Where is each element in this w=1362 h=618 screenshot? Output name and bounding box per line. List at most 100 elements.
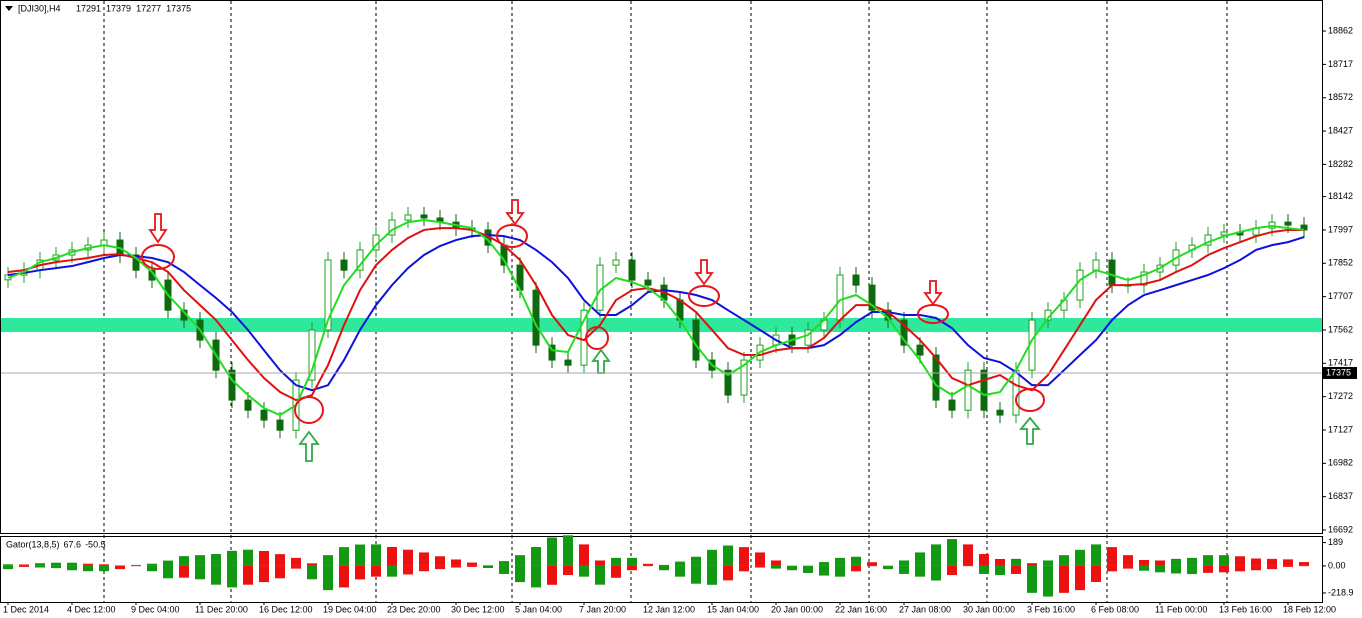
circle-marker: [585, 326, 609, 350]
gator-bar: [419, 565, 429, 572]
indicator-line: [7, 219, 1305, 417]
gator-bar: [1027, 563, 1037, 566]
gator-bar: [819, 565, 829, 576]
up-arrow: [298, 430, 320, 462]
gator-bar: [243, 565, 253, 585]
x-tick-label: 1 Dec 2014: [3, 604, 49, 614]
gator-bar: [259, 550, 269, 566]
gator-bar: [467, 562, 477, 566]
candle-body: [532, 289, 540, 346]
gator-bar: [1043, 560, 1053, 566]
gator-bar: [451, 565, 461, 568]
gator-bar: [323, 565, 333, 591]
gator-bar: [115, 565, 125, 570]
header-value: 17379: [106, 3, 131, 13]
gator-bar: [179, 565, 189, 578]
gator-bar: [835, 565, 845, 577]
y-tick-label: 18717: [1328, 59, 1353, 69]
candle-body: [564, 359, 572, 366]
gator-bar: [387, 565, 397, 577]
gator-bar: [163, 560, 173, 566]
indicator-line: [7, 227, 1304, 402]
gator-bar: [851, 556, 861, 566]
gator-bar: [371, 544, 381, 566]
y-tick-label: 17852: [1328, 258, 1353, 268]
circle-marker: [688, 285, 720, 307]
candle-body: [404, 214, 412, 221]
gator-bar: [547, 565, 557, 585]
y-tick-label: 17272: [1328, 391, 1353, 401]
y-tick-label: 17417: [1328, 358, 1353, 368]
gator-bar: [1139, 559, 1149, 566]
gator-bar: [659, 564, 669, 566]
gator-bar: [931, 544, 941, 566]
circle-marker: [294, 396, 324, 424]
candle-body: [852, 274, 860, 286]
gator-bar: [1299, 562, 1309, 566]
gator-bar: [1155, 560, 1165, 566]
gator-bar: [579, 565, 589, 577]
gator-bar: [627, 565, 637, 571]
gator-bar: [995, 558, 1005, 566]
circle-marker: [496, 224, 528, 248]
gator-bar: [499, 565, 509, 574]
gator-bar: [755, 552, 765, 566]
y-tick-label: 17997: [1328, 224, 1353, 234]
gator-bar: [771, 560, 781, 566]
gator-bar: [355, 544, 365, 566]
gator-bar: [915, 552, 925, 566]
gator-bar: [531, 565, 541, 588]
candle-body: [548, 344, 556, 361]
x-tick-label: 23 Dec 20:00: [387, 604, 441, 614]
candle-body: [996, 409, 1004, 416]
gator-bar: [483, 565, 493, 569]
x-tick-label: 27 Jan 08:00: [899, 604, 951, 614]
gator-bar: [275, 554, 285, 566]
candle-body: [244, 399, 252, 411]
gator-bar: [1075, 565, 1085, 591]
gator-bar: [307, 565, 317, 580]
candle-body: [420, 214, 428, 219]
x-tick-label: 22 Jan 16:00: [835, 604, 887, 614]
gator-bar: [1043, 565, 1053, 597]
circle-marker: [141, 244, 175, 270]
gator-bar: [1267, 565, 1277, 570]
gator-bar: [1235, 556, 1245, 566]
candle-body: [804, 329, 812, 346]
gator-bar: [211, 554, 221, 566]
y-tick-label: 16692: [1328, 524, 1353, 534]
x-tick-label: 20 Jan 00:00: [771, 604, 823, 614]
main-panel: [0, 0, 1323, 534]
gator-bar: [51, 562, 61, 566]
gator-bar: [3, 564, 13, 566]
gator-bar: [611, 565, 621, 578]
gator-reading: -50.5: [85, 539, 106, 549]
gator-bar: [627, 557, 637, 566]
gator-bar: [83, 565, 93, 572]
candle-body: [964, 369, 972, 411]
gator-bar: [611, 557, 621, 566]
price-label: 17375: [1326, 367, 1351, 377]
gator-bar: [1251, 565, 1261, 571]
x-tick-label: 30 Jan 00:00: [963, 604, 1015, 614]
plot: [4, 206, 1308, 439]
x-tick-label: 4 Dec 12:00: [67, 604, 116, 614]
candle-body: [1284, 221, 1292, 226]
y-tick-label: 17707: [1328, 291, 1353, 301]
gator-bar: [51, 565, 61, 569]
gator-bar: [35, 565, 45, 568]
x-tick-label: 7 Jan 20:00: [579, 604, 626, 614]
candle-body: [1140, 271, 1148, 286]
gator-bar: [1171, 565, 1181, 574]
gator-bar: [19, 565, 29, 567]
candle-body: [260, 409, 268, 421]
gator-bar: [1283, 565, 1293, 567]
gator-bar: [1267, 558, 1277, 566]
gator-bar: [1219, 555, 1229, 566]
y-tick-label: 16837: [1328, 491, 1353, 501]
gator-bar: [1027, 565, 1037, 593]
candle-body: [1012, 369, 1020, 416]
gator-bar: [979, 565, 989, 574]
gator-bar: [355, 565, 365, 580]
menu-triangle[interactable]: [5, 6, 13, 11]
